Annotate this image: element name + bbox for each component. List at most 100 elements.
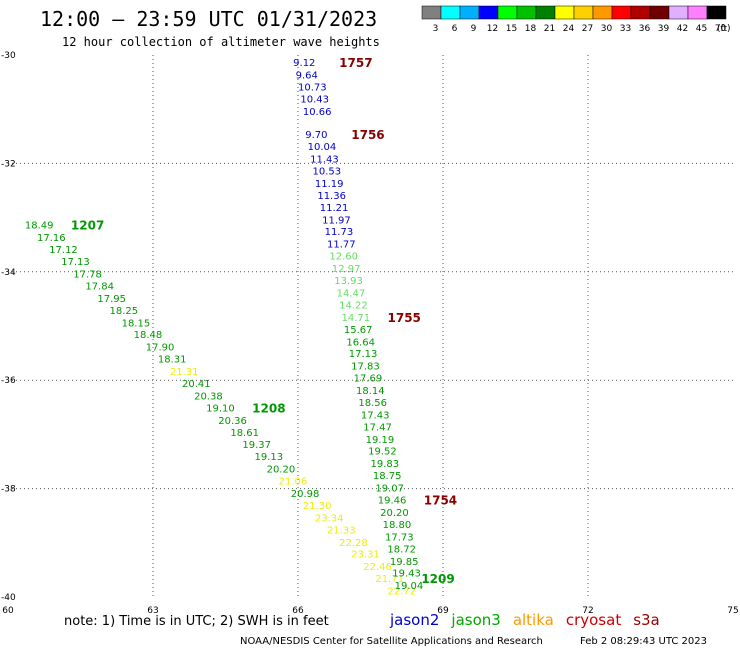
wave-height-label: 10.43: [300, 94, 329, 105]
wave-height-label: 15.67: [344, 325, 373, 336]
wave-height-label: 22.46: [363, 562, 392, 573]
legend-swatch: [497, 5, 518, 20]
wave-height-label: 14.71: [342, 313, 371, 324]
wave-height-label: 17.95: [97, 294, 126, 305]
wave-height-label: 17.16: [37, 233, 66, 244]
wave-height-label: 19.85: [390, 557, 419, 568]
wave-height-label: 19.37: [242, 440, 271, 451]
y-tick-label: -36: [1, 376, 16, 386]
wave-height-label: 21.33: [327, 525, 356, 536]
x-tick-label: 75: [727, 606, 738, 616]
legend-swatch: [630, 5, 651, 20]
legend-swatch: [649, 5, 670, 20]
legend-swatch: [706, 5, 727, 20]
x-tick-label: 63: [147, 606, 158, 616]
y-tick-label: -40: [1, 593, 16, 603]
wave-height-label: 22.28: [339, 538, 368, 549]
satellite-name: jason3: [450, 611, 500, 629]
x-tick-label: 66: [292, 606, 304, 616]
legend-tick-label: 18: [525, 24, 537, 34]
legend-tick-label: 3: [433, 24, 439, 34]
wave-height-label: 20.98: [291, 489, 320, 500]
generated-timestamp: Feb 2 08:29:43 UTC 2023: [580, 636, 707, 647]
wave-height-label: 14.47: [337, 288, 366, 299]
legend-tick-label: 6: [452, 24, 458, 34]
wave-height-label: 19.46: [378, 496, 407, 507]
legend-tick-label: 21: [544, 24, 555, 34]
legend-swatch: [459, 5, 480, 20]
wave-height-label: 19.52: [368, 447, 397, 458]
wave-height-label: 18.56: [358, 398, 387, 409]
satellite-name: altika: [513, 611, 554, 629]
wave-height-label: 18.75: [373, 471, 402, 482]
wave-height-label: 21.30: [303, 501, 332, 512]
wave-height-label: 18.25: [110, 306, 139, 317]
wave-height-label: 17.12: [49, 245, 78, 256]
pass-time-label: 1208: [252, 401, 285, 415]
legend-tick-label: 36: [639, 24, 651, 34]
wave-height-marks: 18.4917.1617.1217.1317.7817.8417.9518.25…: [25, 56, 457, 597]
y-tick-label: -32: [1, 159, 16, 169]
legend-swatch: [611, 5, 632, 20]
wave-height-label: 21.06: [279, 477, 308, 488]
x-tick-label: 60: [2, 606, 14, 616]
wave-height-label: 12.60: [329, 252, 358, 263]
wave-height-label: 11.43: [310, 155, 339, 166]
wave-height-label: 18.14: [356, 386, 385, 397]
satellite-name: jason2: [389, 611, 439, 629]
legend-tick-label: 12: [487, 24, 498, 34]
legend-tick-label: 33: [620, 24, 631, 34]
wave-height-label: 11.97: [322, 215, 351, 226]
legend-swatch: [573, 5, 594, 20]
pass-time-label: 1757: [339, 56, 372, 70]
legend-tick-label: 24: [563, 24, 575, 34]
legend-tick-label: 30: [601, 24, 613, 34]
wave-height-label: 9.64: [296, 71, 318, 82]
wave-height-label: 18.61: [230, 428, 259, 439]
wave-height-label: 17.73: [385, 532, 414, 543]
wave-height-label: 17.84: [85, 281, 114, 292]
x-tick-label: 69: [437, 606, 449, 616]
legend-swatch: [478, 5, 499, 20]
wave-height-label: 18.49: [25, 221, 54, 232]
plot-grid: [8, 55, 733, 597]
x-tick-label: 72: [582, 606, 593, 616]
wave-height-label: 14.22: [339, 300, 368, 311]
wave-height-label: 20.41: [182, 379, 211, 390]
wave-height-label: 21.71: [375, 574, 404, 585]
chart-title: 12:00 – 23:59 UTC 01/31/2023: [40, 7, 377, 31]
wave-height-label: 16.64: [346, 337, 375, 348]
wave-height-label: 22.72: [387, 587, 416, 598]
legend-swatch: [421, 5, 442, 20]
color-scale-legend: 3 6 9 12 15 18 21 24 27 30 33 36 39 42 45 70: [421, 5, 727, 34]
wave-height-label: 19.07: [375, 484, 404, 495]
legend-tick-label: 45: [696, 24, 707, 34]
wave-height-label: 13.93: [334, 276, 363, 287]
wave-height-label: 10.53: [313, 167, 342, 178]
wave-height-label: 17.47: [363, 422, 392, 433]
footer-note: note: 1) Time is in UTC; 2) SWH is in fe…: [64, 614, 329, 629]
wave-height-label: 21.31: [170, 367, 199, 378]
axis-tick-labels: -30 -32 -34 -36 -38 -40 60 63 66 69 72 75: [1, 51, 739, 616]
wave-height-label: 20.20: [267, 465, 296, 476]
legend-tick-label: 27: [582, 24, 593, 34]
wave-height-label: 20.38: [194, 391, 223, 402]
wave-height-label: 17.43: [361, 410, 390, 421]
legend-swatch: [668, 5, 689, 20]
y-tick-label: -30: [1, 51, 16, 61]
wave-height-label: 18.80: [383, 520, 412, 531]
wave-height-label: 17.13: [61, 257, 90, 268]
wave-height-label: 19.83: [371, 459, 400, 470]
legend-tick-label: 42: [677, 24, 688, 34]
wave-height-label: 11.36: [317, 191, 346, 202]
credit-line: NOAA/NESDIS Center for Satellite Applica…: [240, 636, 543, 647]
wave-height-label: 23.34: [315, 513, 344, 524]
wave-height-label: 18.48: [134, 330, 163, 341]
satellite-legend: jason2 jason3 altika cryosat s3a: [389, 611, 660, 629]
wave-height-label: 11.21: [320, 203, 349, 214]
wave-height-label: 18.31: [158, 355, 187, 366]
wave-height-label: 18.15: [122, 318, 151, 329]
pass-time-label: 1755: [388, 311, 421, 325]
legend-tick-label: 9: [471, 24, 477, 34]
